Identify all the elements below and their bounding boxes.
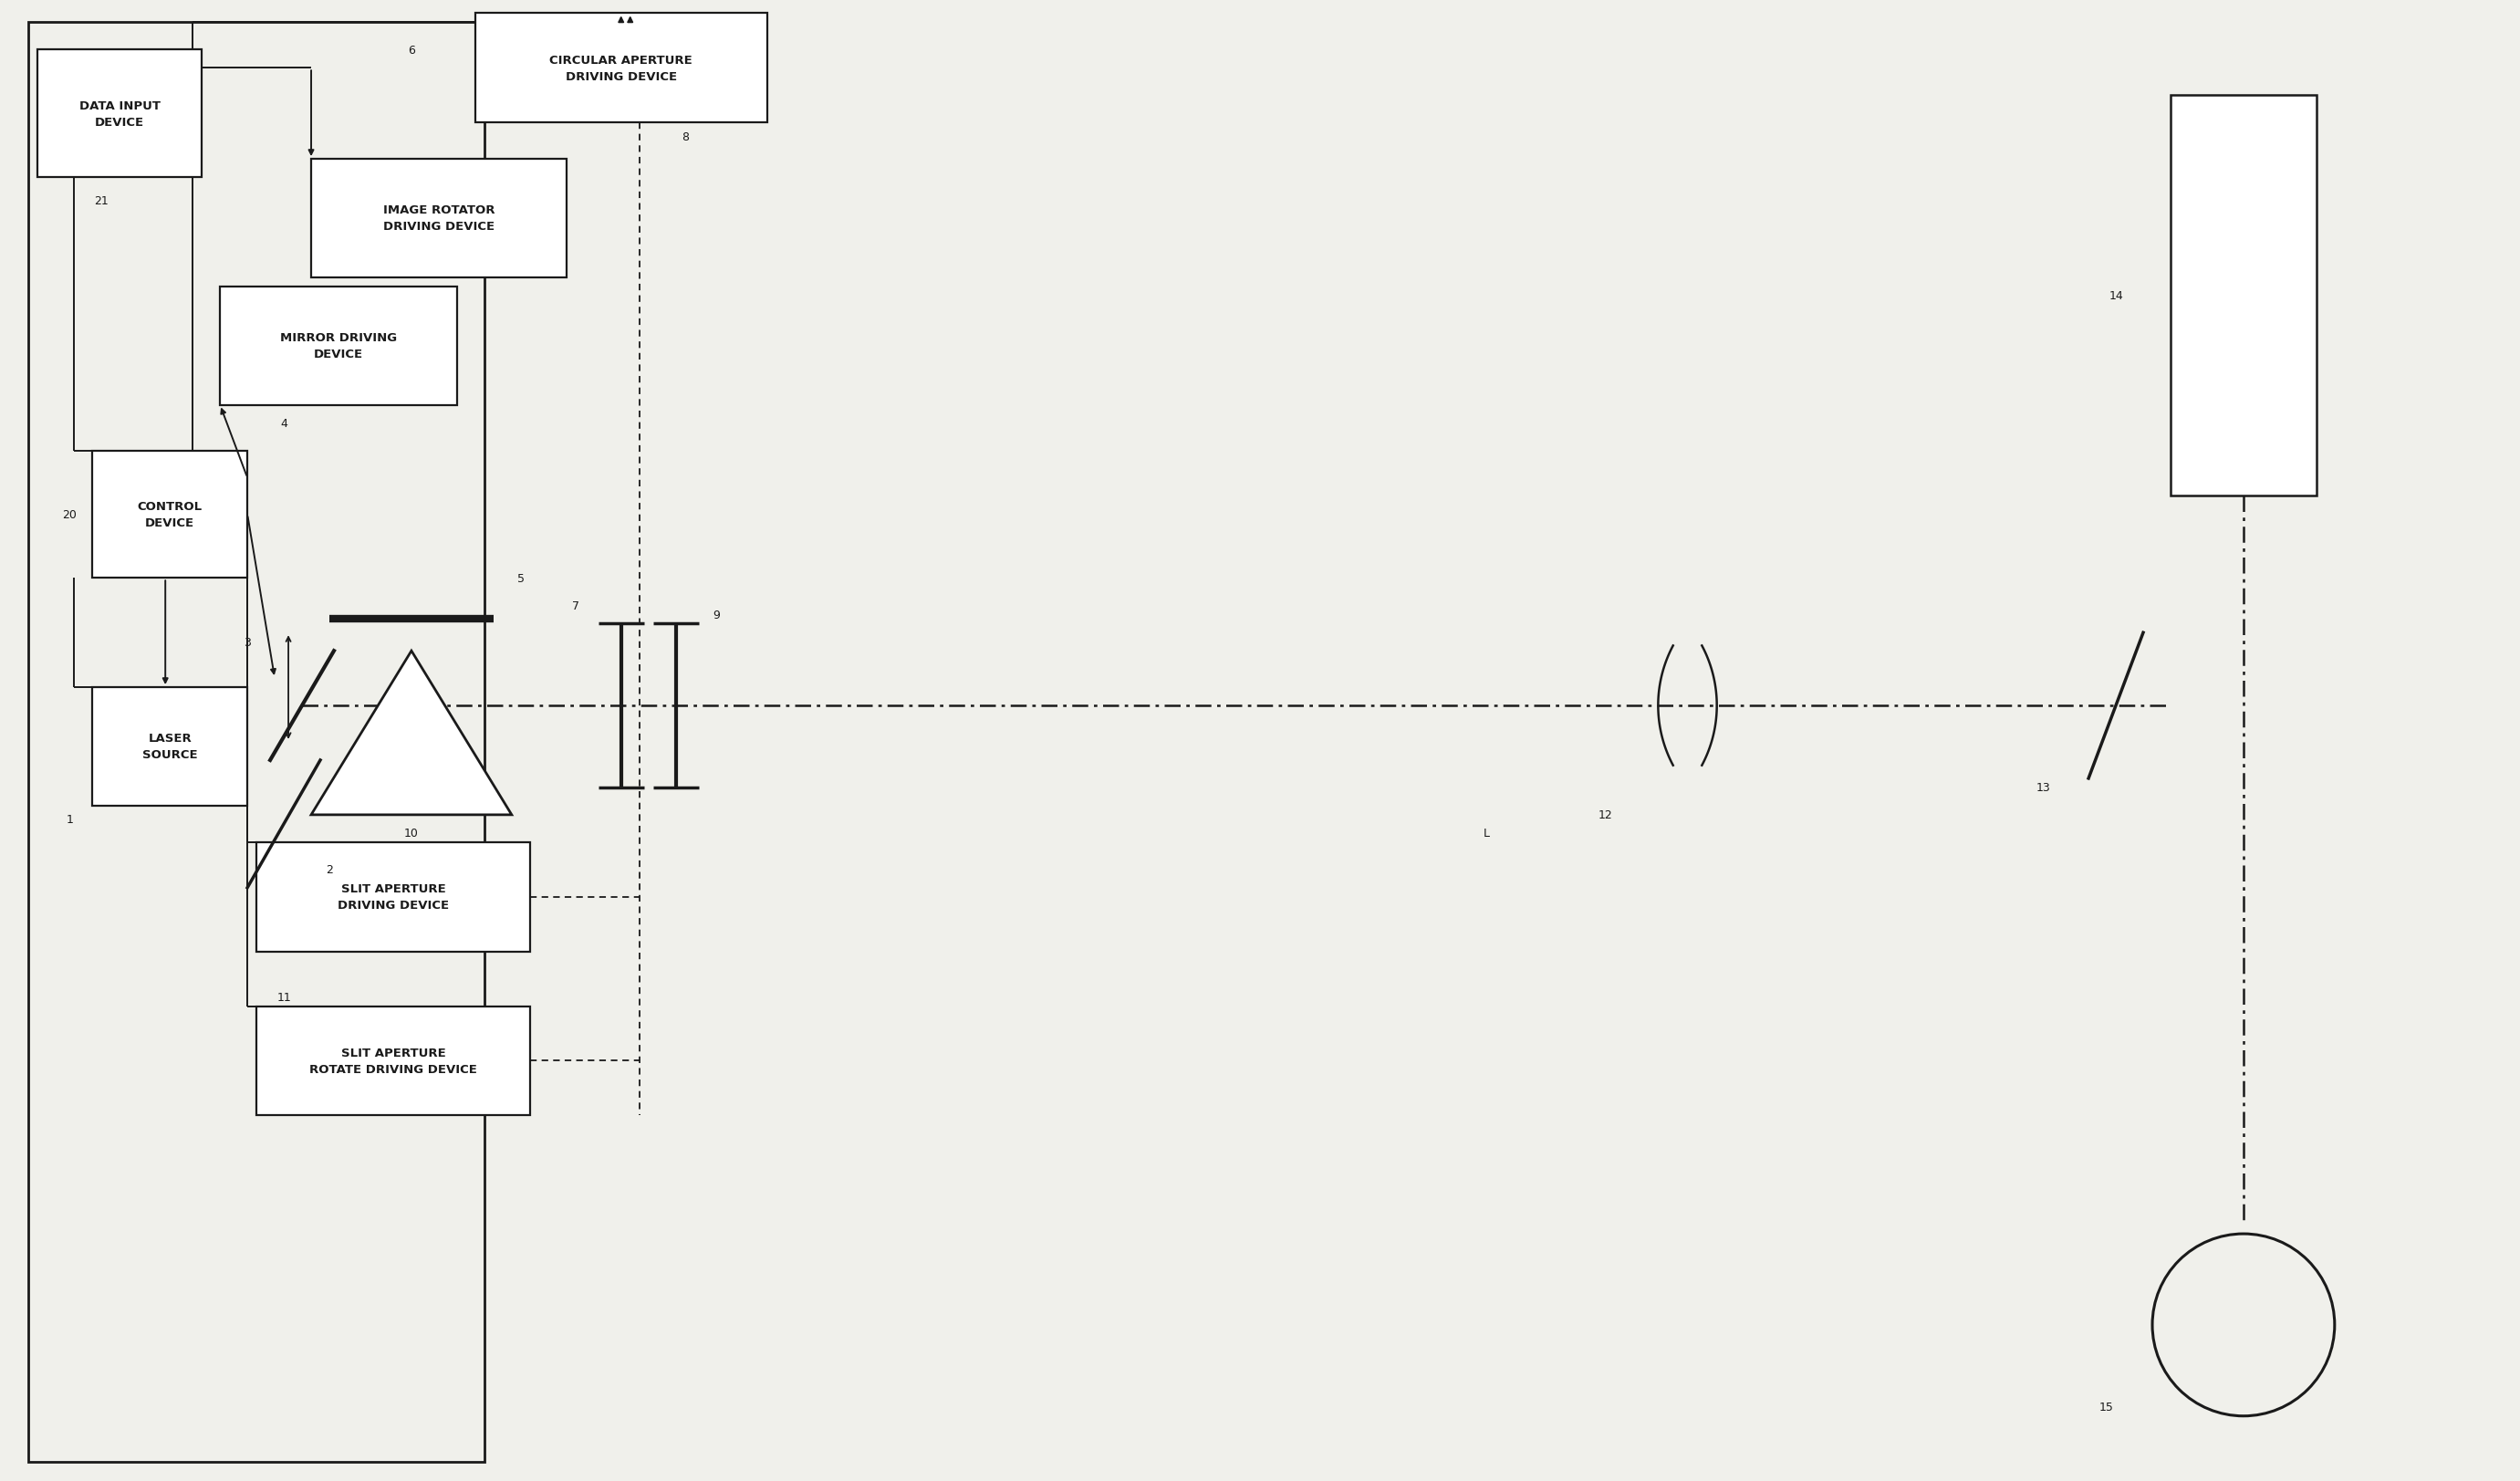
Text: 7: 7 (572, 600, 580, 612)
Text: LASER
SOURCE: LASER SOURCE (141, 733, 197, 761)
Text: 6: 6 (408, 44, 416, 56)
Bar (310, 160, 567, 278)
Bar (257, 843, 529, 952)
Text: SLIT APERTURE
ROTATE DRIVING DEVICE: SLIT APERTURE ROTATE DRIVING DEVICE (310, 1047, 476, 1075)
Bar (2170, 96, 2316, 496)
Text: 3: 3 (244, 637, 252, 649)
Text: 8: 8 (680, 130, 688, 142)
Bar (28, 24, 484, 1462)
Bar (93, 452, 247, 579)
Text: 15: 15 (2099, 1401, 2114, 1413)
Text: DATA INPUT
DEVICE: DATA INPUT DEVICE (78, 101, 161, 129)
Text: 5: 5 (517, 573, 524, 585)
Text: L: L (1484, 828, 1489, 840)
Text: 20: 20 (63, 509, 78, 521)
Text: IMAGE ROTATOR
DRIVING DEVICE: IMAGE ROTATOR DRIVING DEVICE (383, 204, 494, 233)
Bar (38, 50, 202, 178)
Text: 14: 14 (2109, 290, 2122, 302)
Text: 11: 11 (277, 991, 290, 1003)
Text: 2: 2 (325, 863, 333, 875)
Text: 9: 9 (713, 609, 721, 621)
Text: CIRCULAR APERTURE
DRIVING DEVICE: CIRCULAR APERTURE DRIVING DEVICE (549, 55, 693, 83)
Text: SLIT APERTURE
DRIVING DEVICE: SLIT APERTURE DRIVING DEVICE (338, 883, 449, 911)
Text: 12: 12 (1598, 809, 1613, 820)
Text: CONTROL
DEVICE: CONTROL DEVICE (139, 501, 202, 529)
Text: 13: 13 (2036, 782, 2051, 794)
Text: 10: 10 (403, 828, 418, 840)
Bar (219, 287, 456, 406)
Text: 21: 21 (93, 194, 108, 206)
Text: 1: 1 (66, 813, 73, 825)
Text: MIRROR DRIVING
DEVICE: MIRROR DRIVING DEVICE (280, 332, 398, 360)
Polygon shape (310, 652, 512, 815)
Text: 4: 4 (280, 418, 287, 429)
Bar (476, 13, 766, 123)
Bar (93, 687, 247, 806)
Bar (257, 1006, 529, 1115)
